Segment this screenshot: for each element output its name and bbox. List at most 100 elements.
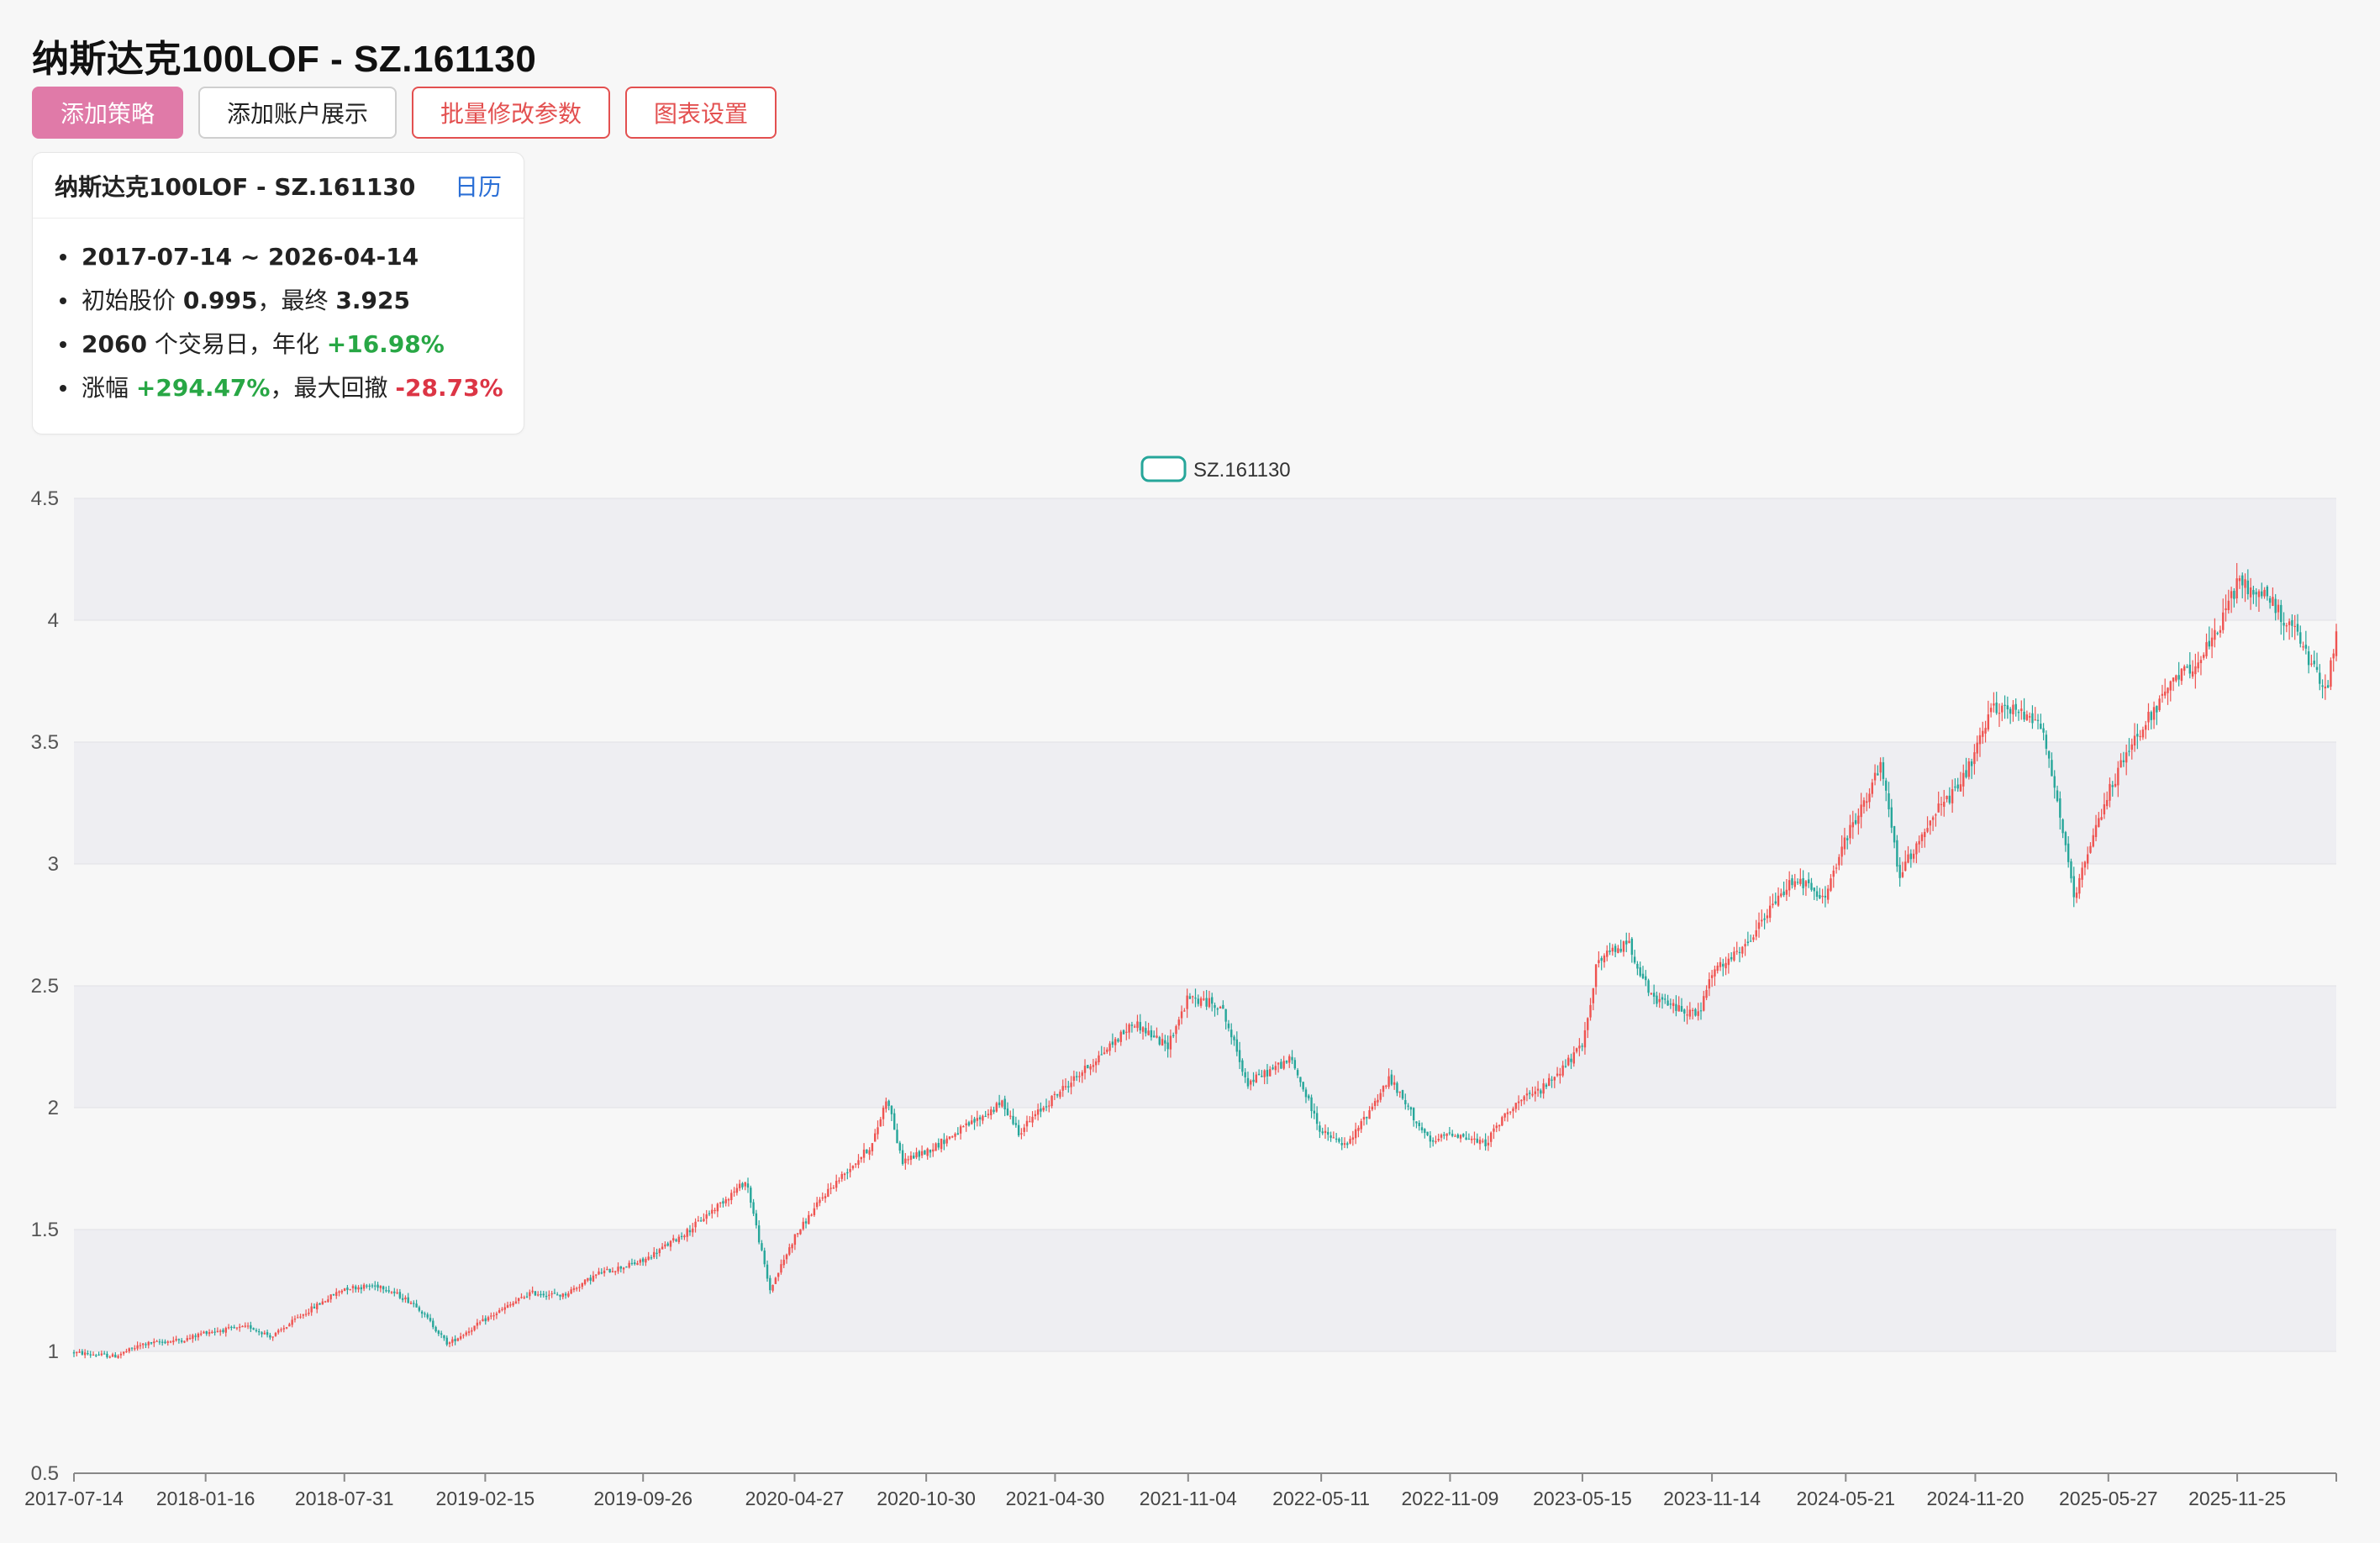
- candle: [227, 1324, 230, 1330]
- candle: [993, 1106, 995, 1114]
- candle: [1697, 1003, 1699, 1021]
- candle: [653, 1247, 656, 1259]
- candle: [1128, 1023, 1130, 1040]
- candle: [1396, 1081, 1398, 1097]
- candle: [1918, 835, 1920, 853]
- candle: [382, 1285, 385, 1293]
- candle: [2031, 705, 2034, 729]
- add-account-display-button[interactable]: 添加账户展示: [198, 87, 398, 139]
- x-tick-label: 2023-05-15: [1533, 1488, 1632, 1509]
- candle: [550, 1290, 553, 1298]
- candle: [166, 1340, 169, 1346]
- candle: [990, 1106, 993, 1120]
- add-strategy-button[interactable]: 添加策略: [32, 87, 184, 139]
- candle: [1161, 1033, 1164, 1046]
- candle: [192, 1333, 194, 1343]
- candle: [965, 1119, 967, 1132]
- candle: [799, 1229, 802, 1235]
- candle: [409, 1300, 413, 1305]
- candle: [2083, 861, 2087, 876]
- candle: [186, 1335, 188, 1342]
- candle: [456, 1337, 460, 1342]
- initial-price-value: 0.995: [182, 287, 258, 314]
- candle: [879, 1116, 882, 1127]
- candle: [415, 1299, 418, 1308]
- candle: [1025, 1115, 1029, 1132]
- candle: [2332, 649, 2335, 672]
- candle: [2293, 614, 2296, 640]
- batch-edit-params-button[interactable]: 批量修改参数: [412, 87, 611, 139]
- candle: [857, 1154, 860, 1169]
- candle: [1741, 945, 1744, 958]
- candle: [1849, 814, 1851, 845]
- candle: [619, 1266, 623, 1273]
- candle: [467, 1327, 471, 1336]
- candle: [771, 1284, 774, 1293]
- candle: [724, 1196, 727, 1207]
- candle: [1694, 1008, 1697, 1017]
- candle: [2098, 812, 2100, 828]
- candle: [1393, 1075, 1396, 1090]
- legend-swatch[interactable]: [1140, 456, 1187, 482]
- candle: [1443, 1131, 1445, 1140]
- candle: [1572, 1045, 1576, 1067]
- x-tick-label: 2018-01-16: [156, 1488, 255, 1509]
- candle: [1815, 885, 1819, 901]
- candle: [1188, 993, 1192, 999]
- candle: [1192, 995, 1194, 1004]
- candle: [1404, 1093, 1407, 1110]
- candle: [1832, 865, 1835, 888]
- chart-legend[interactable]: SZ.161130: [1140, 456, 1291, 482]
- candle: [741, 1182, 744, 1190]
- candle: [1896, 835, 1898, 872]
- candle: [250, 1321, 252, 1332]
- candle: [628, 1260, 630, 1269]
- candle: [327, 1295, 329, 1303]
- candle: [896, 1123, 898, 1144]
- candle: [95, 1353, 97, 1357]
- candle: [2315, 652, 2319, 673]
- candle: [487, 1315, 490, 1322]
- candle: [319, 1302, 321, 1305]
- candle: [92, 1351, 95, 1356]
- candle: [583, 1279, 587, 1286]
- candle: [661, 1243, 664, 1250]
- chart-settings-button[interactable]: 图表设置: [625, 87, 777, 139]
- candle: [1727, 953, 1730, 974]
- candle: [1078, 1072, 1081, 1082]
- candle: [1454, 1134, 1456, 1137]
- candle: [280, 1327, 282, 1333]
- candle: [429, 1314, 432, 1323]
- candlestick-chart[interactable]: 0.5 1 1.5 2 2.5 3 3.5 4 4.5 SZ.161130 2017-07-14…: [0, 437, 2380, 1543]
- candle: [937, 1138, 940, 1151]
- candle: [1465, 1131, 1467, 1140]
- candle: [978, 1114, 982, 1127]
- candle: [727, 1198, 730, 1207]
- candle: [2263, 587, 2266, 599]
- candle: [2203, 652, 2205, 661]
- candle: [1667, 994, 1669, 1006]
- candle: [1233, 1035, 1235, 1046]
- candle: [351, 1284, 355, 1293]
- calendar-link[interactable]: 日历: [454, 172, 502, 201]
- x-tick-label: 2017-07-14: [24, 1488, 124, 1509]
- candle: [1493, 1124, 1495, 1140]
- candle: [1023, 1124, 1025, 1136]
- candle: [2219, 625, 2222, 638]
- candle: [2246, 569, 2250, 600]
- candle: [1377, 1093, 1379, 1107]
- candle: [1094, 1058, 1098, 1073]
- candle: [1540, 1088, 1542, 1098]
- candle: [796, 1233, 799, 1238]
- candle: [924, 1150, 926, 1156]
- candle: [611, 1267, 614, 1273]
- candle: [1851, 810, 1854, 840]
- candle: [172, 1336, 175, 1346]
- candle: [1879, 757, 1882, 782]
- candle: [2023, 698, 2025, 722]
- candle: [1133, 1024, 1136, 1029]
- candle: [1777, 887, 1780, 908]
- candle: [2296, 614, 2299, 636]
- candle: [2089, 842, 2092, 854]
- candle: [2040, 714, 2042, 729]
